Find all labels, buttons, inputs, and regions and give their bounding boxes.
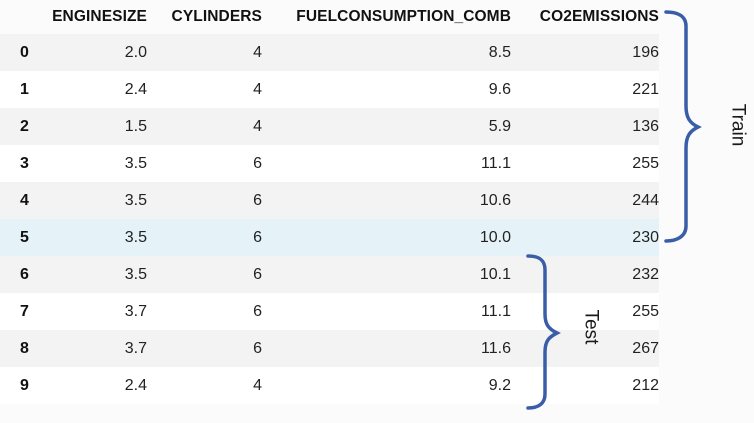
cell-co2emissions: 212 [511,367,659,404]
table-row: 8 3.7 6 11.6 267 [0,330,659,367]
cell-cylinders: 4 [147,367,262,404]
cell-fuelconsumption-comb: 5.9 [262,108,511,145]
cell-cylinders: 6 [147,219,262,256]
table-row: 6 3.5 6 10.1 232 [0,256,659,293]
cell-cylinders: 4 [147,34,262,71]
cell-enginesize: 3.5 [40,145,147,182]
cell-enginesize: 2.4 [40,71,147,108]
test-label: Test [580,309,602,345]
cell-co2emissions: 230 [511,219,659,256]
dataframe-table: ENGINESIZE CYLINDERS FUELCONSUMPTION_COM… [0,0,659,404]
cell-co2emissions: 232 [511,256,659,293]
cell-cylinders: 6 [147,182,262,219]
cell-fuelconsumption-comb: 9.6 [262,71,511,108]
row-index: 4 [0,182,40,219]
cell-fuelconsumption-comb: 11.6 [262,330,511,367]
row-index: 9 [0,367,40,404]
cell-co2emissions: 255 [511,145,659,182]
column-header-fuelconsumption-comb: FUELCONSUMPTION_COMB [296,8,511,25]
row-index: 5 [0,219,40,256]
cell-cylinders: 6 [147,145,262,182]
cell-fuelconsumption-comb: 11.1 [262,293,511,330]
cell-fuelconsumption-comb: 9.2 [262,367,511,404]
table-row: 4 3.5 6 10.6 244 [0,182,659,219]
cell-co2emissions: 221 [511,71,659,108]
table-row: 5 3.5 6 10.0 230 [0,219,659,256]
row-index: 1 [0,71,40,108]
cell-co2emissions: 196 [511,34,659,71]
column-header-cylinders: CYLINDERS [171,8,262,25]
table-row: 2 1.5 4 5.9 136 [0,108,659,145]
cell-enginesize: 3.7 [40,293,147,330]
row-index: 8 [0,330,40,367]
cell-cylinders: 4 [147,108,262,145]
cell-cylinders: 4 [147,71,262,108]
row-index: 2 [0,108,40,145]
table-body: 0 2.0 4 8.5 196 1 2.4 4 9.6 221 2 1.5 4 5.9 136 3 3.5 6 11… [0,34,659,404]
row-index: 6 [0,256,40,293]
cell-enginesize: 1.5 [40,108,147,145]
column-header-enginesize: ENGINESIZE [52,8,147,25]
cell-enginesize: 2.4 [40,367,147,404]
cell-enginesize: 3.5 [40,219,147,256]
train-brace [664,10,702,243]
cell-cylinders: 6 [147,293,262,330]
cell-cylinders: 6 [147,330,262,367]
column-header-co2emissions: CO2EMISSIONS [539,8,659,25]
cell-co2emissions: 136 [511,108,659,145]
cell-fuelconsumption-comb: 10.1 [262,256,511,293]
cell-fuelconsumption-comb: 10.0 [262,219,511,256]
cell-fuelconsumption-comb: 8.5 [262,34,511,71]
table-row: 1 2.4 4 9.6 221 [0,71,659,108]
cell-enginesize: 3.5 [40,256,147,293]
train-label: Train [727,103,749,147]
table-row: 0 2.0 4 8.5 196 [0,34,659,71]
cell-enginesize: 2.0 [40,34,147,71]
row-index: 0 [0,34,40,71]
table-row: 7 3.7 6 11.1 255 [0,293,659,330]
table-row: 9 2.4 4 9.2 212 [0,367,659,404]
cell-enginesize: 3.7 [40,330,147,367]
header-row: ENGINESIZE CYLINDERS FUELCONSUMPTION_COM… [0,0,659,34]
cell-fuelconsumption-comb: 10.6 [262,182,511,219]
index-header [0,0,40,34]
cell-enginesize: 3.5 [40,182,147,219]
cell-fuelconsumption-comb: 11.1 [262,145,511,182]
table-row: 3 3.5 6 11.1 255 [0,145,659,182]
cell-co2emissions: 244 [511,182,659,219]
row-index: 7 [0,293,40,330]
cell-cylinders: 6 [147,256,262,293]
row-index: 3 [0,145,40,182]
